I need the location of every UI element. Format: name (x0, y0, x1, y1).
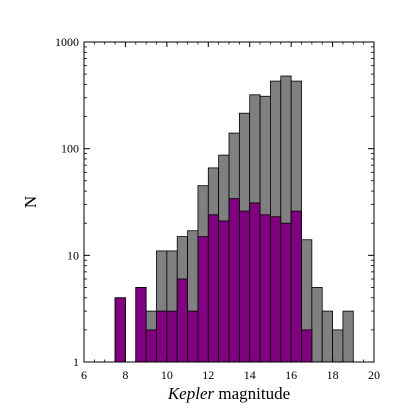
bar-series-0-bin-19 (321, 310, 333, 363)
x-tick-label: 18 (327, 368, 339, 382)
bar-series-0-bin-20 (332, 329, 344, 363)
y-axis-label: N (21, 196, 40, 208)
bars-layer (114, 75, 354, 363)
x-tick-label: 10 (161, 368, 173, 382)
bar-series-1-bin-8 (207, 214, 220, 363)
bar-series-1-bin-16 (290, 210, 302, 363)
bar-series-1-bin-13 (259, 214, 271, 363)
bar-series-1-bin-5 (176, 278, 188, 363)
bar-series-0-bin-21 (342, 310, 354, 363)
x-tick-label: 14 (244, 368, 256, 382)
x-axis-label-italic: Kepler (167, 384, 215, 403)
bar-series-1-bin-9 (218, 220, 230, 363)
y-tick-label: 10 (67, 248, 79, 262)
x-axis-label: Kepler magnitude (167, 384, 290, 403)
bar-series-0-bin-18 (311, 287, 323, 363)
bar-series-1-bin-15 (280, 222, 292, 363)
bar-series-1-bin-11 (238, 210, 251, 363)
bar-series-1-bin-10 (228, 198, 240, 363)
x-tick-label: 12 (202, 368, 214, 382)
x-tick-label: 20 (368, 368, 380, 382)
y-tick-label: 1 (73, 355, 79, 369)
plot-frame (83, 41, 375, 363)
y-tick-label: 100 (61, 142, 79, 156)
x-tick-label: 8 (122, 368, 128, 382)
bar-series-1-bin-2 (145, 329, 157, 363)
x-tick-label: 16 (285, 368, 297, 382)
bar-series-1-bin-7 (197, 236, 209, 363)
y-tick-label: 1000 (55, 35, 79, 49)
ticks-layer: 6 8 10 12 14 16 18 20 1 10 100 1000 (55, 35, 380, 382)
x-tick-label: 6 (81, 368, 87, 382)
bar-series-1-bin-12 (249, 202, 261, 363)
bar-series-1-bin-6 (187, 310, 199, 363)
bar-series-1-bin-0 (114, 297, 126, 363)
bar-series-1-bin-3 (156, 310, 168, 363)
bar-series-1-bin-1 (135, 287, 147, 363)
bar-series-1-bin-17 (301, 329, 313, 363)
bar-series-1-bin-4 (166, 310, 178, 363)
x-axis-label-rest: magnitude (214, 384, 290, 403)
bar-series-1-bin-14 (270, 216, 282, 363)
